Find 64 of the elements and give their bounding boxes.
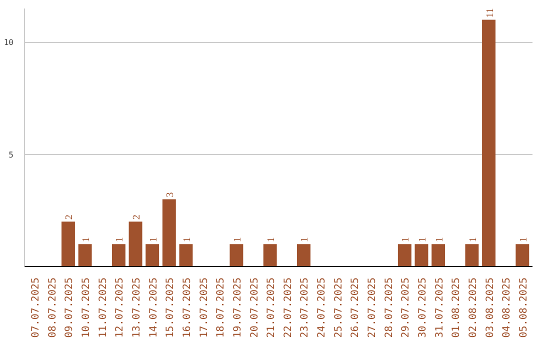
- x-tick-label: 02.08.2025: [468, 277, 479, 338]
- bar: [78, 244, 92, 266]
- x-tick-label: 10.07.2025: [81, 277, 92, 338]
- x-tick-label: 19.07.2025: [232, 277, 244, 338]
- x-tick-label: 30.07.2025: [417, 277, 428, 338]
- x-tick-label: 15.07.2025: [165, 277, 176, 338]
- x-tick-label: 04.08.2025: [502, 277, 513, 338]
- data-label: 11: [484, 8, 496, 18]
- bar: [414, 244, 428, 266]
- x-tick-label: 18.07.2025: [216, 277, 227, 338]
- x-tick-label: 17.07.2025: [198, 277, 210, 338]
- bar: [128, 222, 142, 266]
- bar: [146, 244, 160, 266]
- bar: [62, 222, 75, 266]
- data-label: 1: [232, 237, 244, 242]
- x-tick-label: 09.07.2025: [64, 277, 76, 338]
- data-label: 1: [114, 237, 126, 242]
- x-tick-label: 01.08.2025: [451, 277, 462, 338]
- bar: [230, 244, 244, 266]
- bar: [516, 244, 530, 266]
- data-label: 1: [468, 237, 479, 242]
- bar: [297, 244, 310, 266]
- bar: [179, 244, 193, 266]
- x-tick-label: 26.07.2025: [350, 277, 362, 338]
- x-tick-label: 03.08.2025: [484, 277, 496, 338]
- x-tick-label: 13.07.2025: [132, 277, 143, 338]
- x-tick-label: 28.07.2025: [384, 277, 395, 338]
- data-label: 1: [417, 237, 428, 242]
- x-tick-label: 21.07.2025: [266, 277, 278, 338]
- data-label: 2: [64, 214, 76, 220]
- x-tick-label: 31.07.2025: [434, 277, 446, 338]
- y-tick-label: 10: [4, 38, 14, 48]
- bar: [398, 244, 412, 266]
- data-label: 1: [300, 237, 311, 242]
- bar: [432, 244, 446, 266]
- bar: [263, 244, 277, 266]
- data-label: 3: [165, 192, 176, 198]
- x-tick-label: 22.07.2025: [282, 277, 294, 338]
- bar: [465, 244, 479, 266]
- x-tick-label: 25.07.2025: [333, 277, 344, 338]
- data-label: 1: [148, 237, 160, 242]
- x-tick-label: 08.07.2025: [47, 277, 58, 338]
- x-tick-label: 16.07.2025: [182, 277, 193, 338]
- x-tick-label: 14.07.2025: [148, 277, 160, 338]
- data-label: 1: [434, 237, 446, 242]
- data-label: 1: [182, 237, 193, 242]
- bar: [162, 199, 176, 266]
- data-label: 1: [518, 237, 530, 242]
- x-tick-label: 24.07.2025: [316, 277, 328, 338]
- x-tick-label: 27.07.2025: [367, 277, 378, 338]
- data-label: 2: [132, 214, 143, 220]
- data-label: 1: [400, 237, 412, 242]
- y-tick-label: 5: [8, 150, 14, 160]
- data-label: 1: [81, 237, 92, 242]
- x-tick-label: 20.07.2025: [249, 277, 260, 338]
- x-tick-label: 05.08.2025: [518, 277, 530, 338]
- data-label: 1: [266, 237, 278, 242]
- x-tick-label: 11.07.2025: [98, 277, 109, 338]
- x-tick-label: 07.07.2025: [30, 277, 42, 338]
- x-tick-label: 12.07.2025: [114, 277, 126, 338]
- x-tick-label: 29.07.2025: [400, 277, 412, 338]
- bar: [482, 20, 496, 266]
- x-tick-label: 23.07.2025: [300, 277, 311, 338]
- bar: [112, 244, 126, 266]
